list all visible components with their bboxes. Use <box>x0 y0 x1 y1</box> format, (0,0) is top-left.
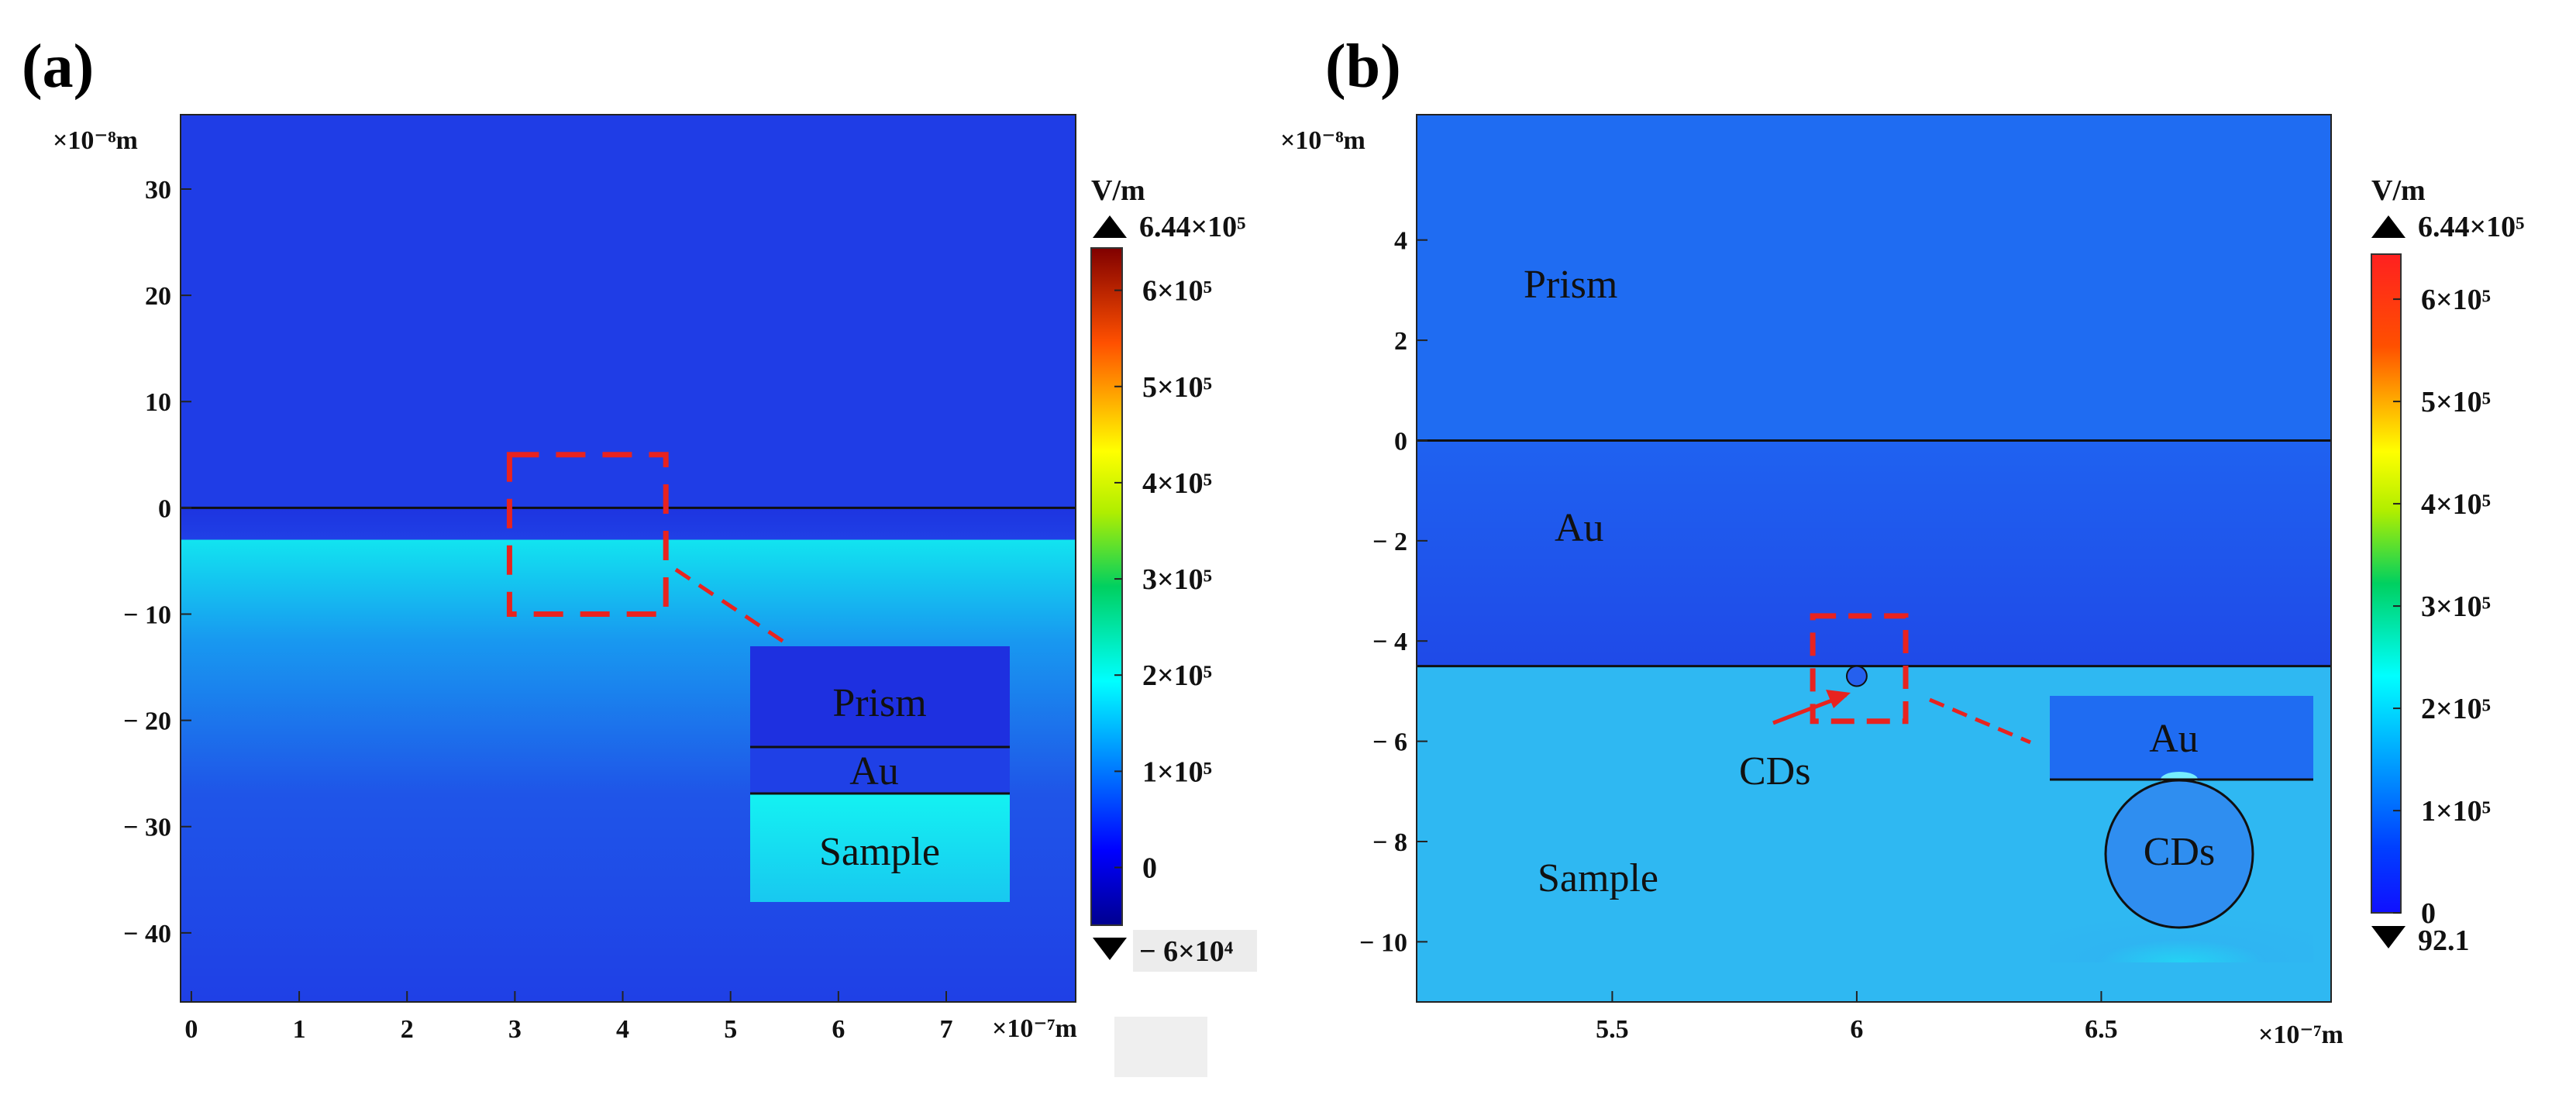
colorbar-min-bg-a <box>1133 930 1257 972</box>
region-label-prism-b: Prism <box>1524 263 1617 307</box>
colorbar-scale-a <box>1090 247 1123 926</box>
colorbar-ticks-b: 6×10⁵ 5×10⁵ 4×10⁵ 3×10⁵ 2×10⁵ 1×10⁵ 0 <box>2393 284 2491 930</box>
colorbar-tick-label: 3×10⁵ <box>1142 563 1212 596</box>
colorbar-tick-label: 6×10⁵ <box>2421 284 2491 316</box>
au-layer-b <box>1417 440 2331 666</box>
y-tick-label: 30 <box>145 176 171 205</box>
colorbar-max-label-a: 6.44×10⁵ <box>1139 211 1246 243</box>
x-unit-a: ×10⁻⁷m <box>992 1014 1077 1043</box>
y-axis-b: 4 2 0 − 2 − 4 − 6 − 8 − 10 <box>1359 227 1427 957</box>
au-layer-a <box>181 508 1076 540</box>
inset-prism-a <box>750 646 1010 747</box>
colorbar-tick-label: 2×10⁵ <box>1142 659 1212 692</box>
y-tick-label: 0 <box>1394 427 1407 456</box>
colorbar-unit-a: V/m <box>1091 174 1145 207</box>
cd-particle-b <box>1845 665 1868 687</box>
x-tick-label: 6 <box>832 1015 845 1044</box>
region-label-au-b: Au <box>1555 506 1604 550</box>
y-tick-label: 20 <box>145 282 171 311</box>
colorbar-tick-label: 0 <box>1142 852 1157 885</box>
y-tick-label: − 8 <box>1372 828 1407 857</box>
colorbar-min-arrow-b <box>2371 926 2406 948</box>
y-tick-label: 4 <box>1394 227 1407 256</box>
colorbar-b: V/m 6.44×10⁵ 6×10⁵ 5×10⁵ 4×10⁵ 3×10⁵ 2×10⁵ 1×… <box>2371 174 2525 957</box>
colorbar-tick-label: 1×10⁵ <box>2421 795 2491 828</box>
colorbar-ticks-a: 6×10⁵ 5×10⁵ 4×10⁵ 3×10⁵ 2×10⁵ 1×10⁵ 0 <box>1114 275 1212 885</box>
colorbar-tick-label: 5×10⁵ <box>2421 386 2491 418</box>
y-axis-a: 30 20 10 0 − 10 − 20 − 30 − 40 <box>123 176 191 948</box>
x-tick-label: 7 <box>940 1015 953 1044</box>
y-tick-label: − 40 <box>123 920 171 948</box>
colorbar-min-label-a: − 6×10⁴ <box>1139 935 1234 968</box>
x-tick-label: 5.5 <box>1596 1015 1629 1044</box>
panel-a-label: (a) <box>22 33 94 101</box>
colorbar-min-arrow-a <box>1093 938 1127 960</box>
x-axis-b: 5.5 6 6.5 <box>1596 991 2118 1044</box>
colorbar-tick-label: 5×10⁵ <box>1142 371 1212 404</box>
inset-au-a <box>750 747 1010 793</box>
y-unit-a: ×10⁻⁸m <box>53 126 138 155</box>
colorbar-tick-label: 2×10⁵ <box>2421 693 2491 725</box>
y-tick-label: − 6 <box>1372 728 1407 757</box>
x-tick-label: 3 <box>508 1015 522 1044</box>
inset-label-sample-a: Sample <box>819 830 940 874</box>
x-tick-label: 5 <box>724 1015 737 1044</box>
region-label-sample-b: Sample <box>1538 856 1658 900</box>
colorbar-tick-label: 0 <box>2421 897 2436 930</box>
colorbar-unit-b: V/m <box>2371 174 2426 207</box>
colorbar-max-label-b: 6.44×10⁵ <box>2418 211 2525 243</box>
colorbar-tick-label: 4×10⁵ <box>1142 467 1212 500</box>
plot-frame-b <box>1416 114 2332 1003</box>
inset-b: Au CDs <box>2050 696 2313 962</box>
y-tick-label: − 10 <box>1359 928 1407 957</box>
y-tick-label: − 4 <box>1372 628 1407 656</box>
y-tick-label: − 2 <box>1372 528 1407 556</box>
x-tick-label: 0 <box>184 1015 198 1044</box>
inset-label-cds-b: CDs <box>2144 830 2215 874</box>
y-tick-label: 2 <box>1394 327 1407 356</box>
colorbar-max-arrow-a <box>1093 215 1127 238</box>
plot-frame-a <box>180 114 1076 1003</box>
zoom-connector-b <box>1929 697 2031 745</box>
panel-b-label: (b) <box>1325 33 1401 101</box>
colorbar-tick-label: 3×10⁵ <box>2421 590 2491 623</box>
highlight-box-a <box>506 452 669 617</box>
cds-pointer-arrow-icon <box>1826 690 1851 708</box>
x-tick-label: 6.5 <box>2085 1015 2118 1044</box>
inset-label-au-a: Au <box>849 749 899 793</box>
x-unit-b: ×10⁻⁷m <box>2258 1021 2344 1049</box>
heatmap-b: Prism Au Sample CDs <box>1416 114 2332 1003</box>
colorbar-scale-b <box>2371 253 2402 914</box>
inset-label-prism-a: Prism <box>832 681 926 725</box>
colorbar-max-arrow-b <box>2371 215 2406 238</box>
x-tick-label: 6 <box>1850 1015 1863 1044</box>
y-tick-label: 0 <box>158 494 171 523</box>
cds-label-b: CDs <box>1739 749 1810 793</box>
y-tick-label: − 10 <box>123 601 171 629</box>
x-tick-label: 1 <box>293 1015 306 1044</box>
inset-label-au-b: Au <box>2149 717 2199 761</box>
colorbar-tick-label: 4×10⁵ <box>2421 488 2491 521</box>
inset-sample-a <box>750 793 1010 902</box>
y-tick-label: − 30 <box>123 814 171 842</box>
colorbar-tick-label: 6×10⁵ <box>1142 275 1212 308</box>
blank-patch-a <box>1114 1017 1207 1077</box>
colorbar-tick-label: 1×10⁵ <box>1142 756 1212 788</box>
y-unit-b: ×10⁻⁸m <box>1280 126 1365 155</box>
colorbar-a: V/m 6.44×10⁵ 6×10⁵ 5×10⁵ 4×10⁵ 3×10⁵ 2×10⁵ 1×… <box>1090 174 1257 1077</box>
y-tick-label: 10 <box>145 388 171 417</box>
panel-b: (b) Prism Au Sample CDs Au <box>1280 33 2525 1049</box>
x-axis-a: 0 1 2 3 4 5 6 7 <box>184 991 953 1044</box>
colorbar-min-label-b: 92.1 <box>2418 924 2470 957</box>
highlight-box-b <box>1810 613 1909 725</box>
zoom-connector-a <box>674 567 792 649</box>
y-tick-label: − 20 <box>123 707 171 736</box>
inset-au-b <box>2050 696 2313 780</box>
x-tick-label: 4 <box>616 1015 629 1044</box>
x-tick-label: 2 <box>401 1015 414 1044</box>
inset-a: Prism Au Sample <box>750 646 1010 902</box>
